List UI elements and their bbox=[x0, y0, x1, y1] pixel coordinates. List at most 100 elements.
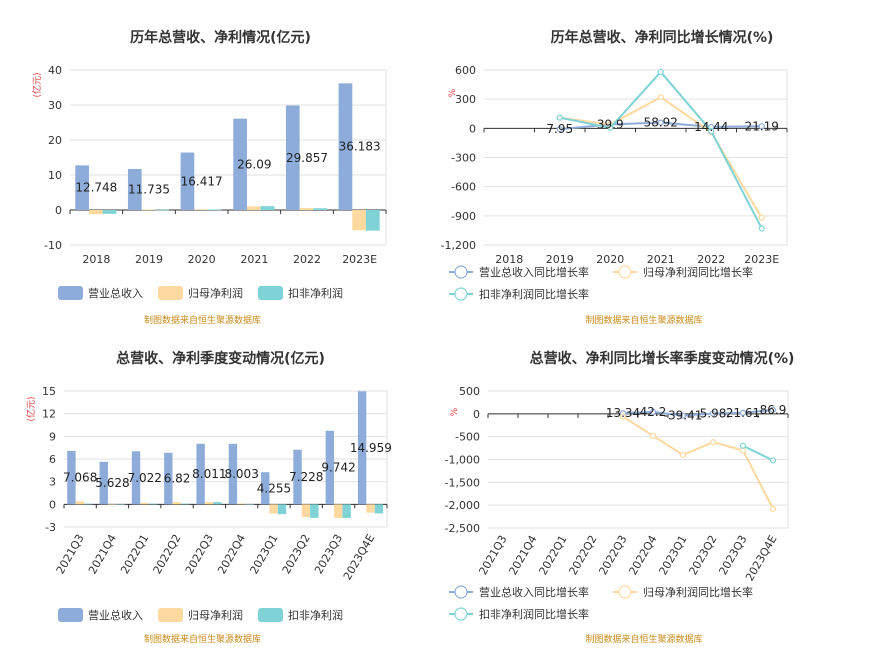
point-扣非净利润同比增长率 bbox=[708, 128, 715, 135]
x-tick-label: 2018 bbox=[82, 253, 110, 266]
x-tick-label: 2023Q1 bbox=[247, 532, 280, 576]
point-归母净利润同比增长率 bbox=[657, 94, 664, 101]
series-line-营业总收入同比增长率 bbox=[622, 408, 774, 417]
y-tick-label: 9 bbox=[49, 430, 56, 443]
data-label: 42.2 bbox=[640, 405, 667, 419]
data-label: 13.34 bbox=[606, 406, 640, 420]
bar-扣非净利润 bbox=[260, 206, 275, 210]
y-tick-label: -600 bbox=[451, 181, 476, 194]
panel-quarterly-growth: 总营收、净利同比增长率季度变动情况(%)% -2,500 -2,000 -1,500 -… bbox=[441, 329, 883, 658]
source-note: 制图数据来自恒生聚源数据库 bbox=[585, 633, 702, 645]
y-tick-label: 12 bbox=[42, 408, 56, 421]
x-tick-label: 2022Q2 bbox=[567, 533, 600, 577]
x-tick-label: 2022Q3 bbox=[183, 532, 216, 576]
y-tick-label: 30 bbox=[48, 99, 62, 112]
point-营业总收入同比增长率 bbox=[657, 119, 664, 126]
bar-归母净利润 bbox=[88, 210, 103, 215]
data-label: 36.183 bbox=[339, 140, 381, 154]
bar-扣非净利润 bbox=[148, 503, 158, 505]
y-tick-label: -3 bbox=[45, 521, 56, 534]
x-tick-label: 2022Q3 bbox=[597, 533, 630, 577]
chart-title: 历年总营收、净利情况(亿元) bbox=[130, 29, 311, 46]
y-tick-label: 600 bbox=[455, 64, 476, 77]
y-tick-label: 0 bbox=[49, 498, 56, 511]
point-归母净利润同比增长率 bbox=[619, 413, 627, 420]
point-归母净利润同比增长率 bbox=[649, 432, 657, 439]
bar-归母净利润 bbox=[301, 504, 311, 518]
legend-swatch bbox=[258, 286, 283, 300]
legend-label: 扣非净利润 bbox=[288, 286, 343, 300]
data-label: 7.068 bbox=[63, 471, 97, 485]
point-营业总收入同比增长率 bbox=[758, 123, 765, 130]
bar-营业总收入 bbox=[261, 472, 270, 505]
legend-marker bbox=[454, 287, 468, 301]
x-tick-label: 2022Q2 bbox=[151, 532, 184, 576]
chart-title: 总营收、净利同比增长率季度变动情况(%) bbox=[530, 350, 795, 367]
bar-营业总收入 bbox=[99, 461, 108, 505]
legend-label: 营业总收入同比增长率 bbox=[479, 265, 589, 279]
data-label: 21.19 bbox=[745, 119, 779, 133]
x-tick-label: 2023Q2 bbox=[687, 533, 720, 577]
chart-title: 总营收、净利季度变动情况(亿元) bbox=[116, 350, 325, 367]
bar-营业总收入 bbox=[180, 152, 195, 210]
bar-扣非净利润 bbox=[313, 208, 328, 210]
bar-营业总收入 bbox=[338, 83, 353, 210]
x-tick-label: 2020 bbox=[188, 253, 216, 266]
y-tick-label: 500 bbox=[459, 385, 480, 398]
legend-label: 营业总收入同比增长率 bbox=[479, 585, 589, 599]
data-label: 5.628 bbox=[95, 476, 129, 490]
bar-营业总收入 bbox=[233, 118, 247, 210]
x-tick-label: 2022Q1 bbox=[118, 532, 151, 576]
bar-扣非净利润 bbox=[102, 210, 117, 214]
unit-label: % bbox=[450, 407, 460, 416]
data-label: 29.857 bbox=[286, 151, 328, 165]
y-tick-label: -1,200 bbox=[441, 239, 476, 252]
legend-marker bbox=[618, 265, 632, 279]
point-扣非净利润同比增长率 bbox=[739, 442, 747, 449]
source-note: 制图数据来自恒生聚源数据库 bbox=[144, 633, 261, 645]
bar-营业总收入 bbox=[196, 443, 205, 505]
chart-quarterly-revenue-profit: 总营收、净利季度变动情况(亿元) (亿元) -3 0 3 6 9 12 15 2021Q3 2021… bbox=[25, 350, 392, 645]
data-label: 4.255 bbox=[257, 481, 291, 495]
chart-title: 历年总营收、净利同比增长情况(%) bbox=[551, 29, 774, 46]
bar-营业总收入 bbox=[293, 449, 302, 505]
bar-扣非净利润 bbox=[116, 503, 125, 505]
chart-quarterly-growth: 总营收、净利同比增长率季度变动情况(%)% -2,500 -2,000 -1,500 -… bbox=[445, 350, 795, 645]
x-tick-label: 2021Q3 bbox=[477, 533, 510, 577]
bar-归母净利润 bbox=[204, 502, 214, 505]
data-label: 39.9 bbox=[597, 117, 624, 131]
y-tick-label: -300 bbox=[451, 152, 476, 165]
data-label: 5.98 bbox=[700, 407, 727, 421]
bar-营业总收入 bbox=[357, 391, 367, 505]
point-营业总收入同比增长率 bbox=[769, 406, 777, 413]
x-tick-label: 2022Q4 bbox=[215, 532, 248, 576]
chart-annual-growth: 历年总营收、净利同比增长情况(%)% -1,200 -900 -600 -300 0 300… bbox=[441, 29, 788, 326]
x-tick-label: 2018 bbox=[495, 253, 523, 266]
point-营业总收入同比增长率 bbox=[556, 126, 563, 133]
data-label: 26.09 bbox=[237, 157, 271, 171]
x-tick-label: 2019 bbox=[135, 253, 163, 266]
legend-label: 归母净利润 bbox=[188, 286, 243, 300]
bar-归母净利润 bbox=[334, 504, 343, 518]
bar-扣非净利润 bbox=[310, 504, 319, 518]
bar-扣非净利润 bbox=[155, 209, 170, 211]
point-营业总收入同比增长率 bbox=[709, 410, 717, 417]
x-tick-label: 2023E bbox=[744, 253, 779, 266]
y-tick-label: 40 bbox=[48, 64, 62, 77]
point-扣非净利润同比增长率 bbox=[769, 457, 777, 464]
y-tick-label: 0 bbox=[469, 122, 476, 135]
y-tick-label: -2,000 bbox=[445, 499, 480, 512]
data-label: -39.41 bbox=[664, 409, 703, 423]
y-tick-label: 10 bbox=[48, 169, 62, 182]
legend-label: 扣非净利润同比增长率 bbox=[479, 607, 589, 621]
x-tick-label: 2022 bbox=[697, 253, 725, 266]
x-tick-label: 2023Q2 bbox=[280, 532, 313, 576]
point-营业总收入同比增长率 bbox=[649, 408, 657, 416]
data-label: 7.022 bbox=[128, 471, 162, 485]
x-tick-label: 2022 bbox=[293, 253, 321, 266]
panel-annual-growth: 历年总营收、净利同比增长情况(%)% -1,200 -900 -600 -300 0 300… bbox=[441, 0, 883, 329]
bar-营业总收入 bbox=[127, 168, 142, 210]
bar-归母净利润 bbox=[299, 208, 314, 210]
bar-营业总收入 bbox=[325, 430, 335, 505]
data-label: 11.735 bbox=[128, 182, 170, 196]
